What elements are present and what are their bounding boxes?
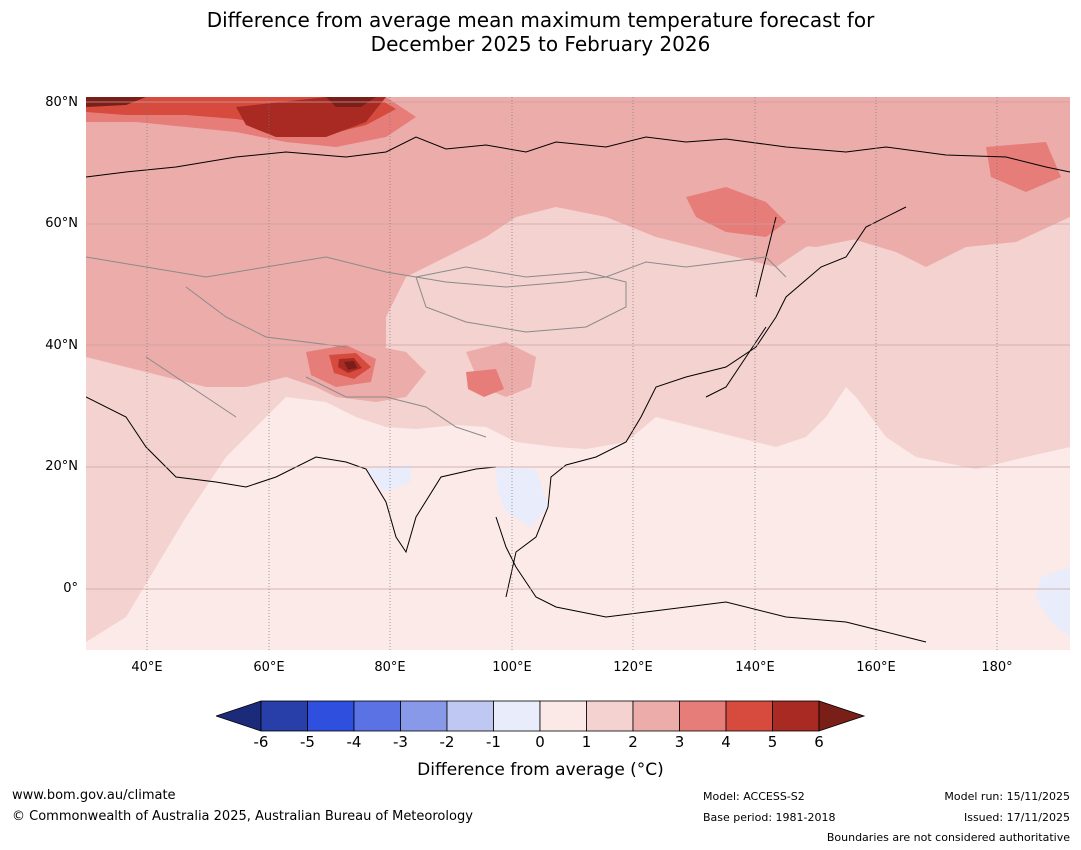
colorbar-tick-label: 2 (628, 733, 638, 751)
colorbar-tick-label: 3 (674, 733, 685, 751)
lon-label-100: 100°E (492, 660, 532, 675)
lon-label-120: 120°E (613, 660, 653, 675)
anomaly-band-3-4-china (466, 369, 504, 397)
colorbar-tick-label: 5 (767, 733, 778, 751)
footer-model-run: Model run: 15/11/2025 (944, 790, 1070, 803)
colorbar-tick-label: -3 (393, 733, 408, 751)
colorbar-segment (772, 700, 820, 732)
footer-copyright: © Commonwealth of Australia 2025, Austra… (12, 809, 473, 824)
colorbar-segment (307, 700, 355, 732)
anomaly-band-3-4-east (986, 142, 1061, 192)
lon-label-180: 180° (981, 660, 1013, 675)
colorbar (216, 700, 866, 732)
graticule (86, 97, 1070, 650)
colorbar-tick-label: -2 (439, 733, 455, 751)
coast-east-asia (505, 206, 907, 598)
border-central-asia (185, 286, 347, 348)
anomaly-band-3-4-siberia (686, 187, 786, 237)
colorbar-segment (539, 700, 587, 732)
footer-base-period: Base period: 1981-2018 (703, 811, 836, 824)
anomaly-band-cool-pacific (1036, 567, 1070, 637)
colorbar-segment (493, 700, 541, 732)
coast-arctic (86, 136, 1070, 178)
lat-label-20: 20°N (45, 459, 78, 474)
lon-label-60: 60°E (253, 660, 285, 675)
colorbar-segment (679, 700, 727, 732)
chart-title: Difference from average mean maximum tem… (0, 8, 1081, 56)
colorbar-extend-low (216, 700, 262, 732)
colorbar-label: Difference from average (°C) (417, 760, 664, 780)
lon-label-140: 140°E (735, 660, 775, 675)
colorbar-segment (353, 700, 401, 732)
lat-label-0: 0° (63, 581, 78, 596)
footer-issued: Issued: 17/11/2025 (963, 811, 1070, 824)
forecast-map (86, 97, 1070, 650)
lat-label-60: 60°N (45, 216, 78, 231)
coastlines (86, 136, 1070, 643)
anomaly-band-cool-indochina (496, 467, 548, 527)
colorbar-segment (632, 700, 680, 732)
title-line-2: December 2025 to February 2026 (370, 32, 711, 56)
colorbar-tick-label: 1 (581, 733, 592, 751)
lon-label-40: 40°E (131, 660, 163, 675)
colorbar-tick-label: 0 (535, 733, 545, 751)
colorbar-extend-high (818, 700, 866, 732)
colorbar-segment (725, 700, 773, 732)
colorbar-segment (260, 700, 308, 732)
border-india-china (305, 376, 487, 438)
colorbar-tick-label: 4 (721, 733, 731, 751)
footer-disclaimer: Boundaries are not considered authoritat… (826, 831, 1070, 844)
footer-model: Model: ACCESS-S2 (703, 790, 805, 803)
lon-label-80: 80°E (374, 660, 406, 675)
colorbar-segment (446, 700, 494, 732)
colorbar-tick-label: -4 (346, 733, 362, 751)
border-russia-south (86, 256, 787, 288)
colorbar-tick-label: -1 (486, 733, 501, 751)
title-line-1: Difference from average mean maximum tem… (206, 8, 875, 32)
colorbar-tick-label: -6 (253, 733, 269, 751)
border-middle-east (145, 356, 237, 418)
coast-southeast-asia (495, 516, 927, 643)
colorbar-segment (586, 700, 634, 732)
border-mongolia (415, 266, 627, 333)
colorbar-segment (400, 700, 448, 732)
coast-japan (705, 326, 767, 398)
colorbar-tick-label: 6 (814, 733, 824, 751)
colorbar-tick-label: -5 (300, 733, 315, 751)
lat-label-40: 40°N (45, 338, 78, 353)
lon-label-160: 160°E (856, 660, 896, 675)
anomaly-band-over-6-karakoram (344, 361, 357, 370)
country-borders (86, 256, 787, 438)
lat-label-80: 80°N (45, 95, 78, 110)
anomaly-band-1-2-pacific (786, 277, 1070, 469)
anomaly-band-cool-india (366, 465, 411, 492)
map-graphic (86, 97, 1070, 650)
footer-url[interactable]: www.bom.gov.au/climate (12, 788, 176, 803)
